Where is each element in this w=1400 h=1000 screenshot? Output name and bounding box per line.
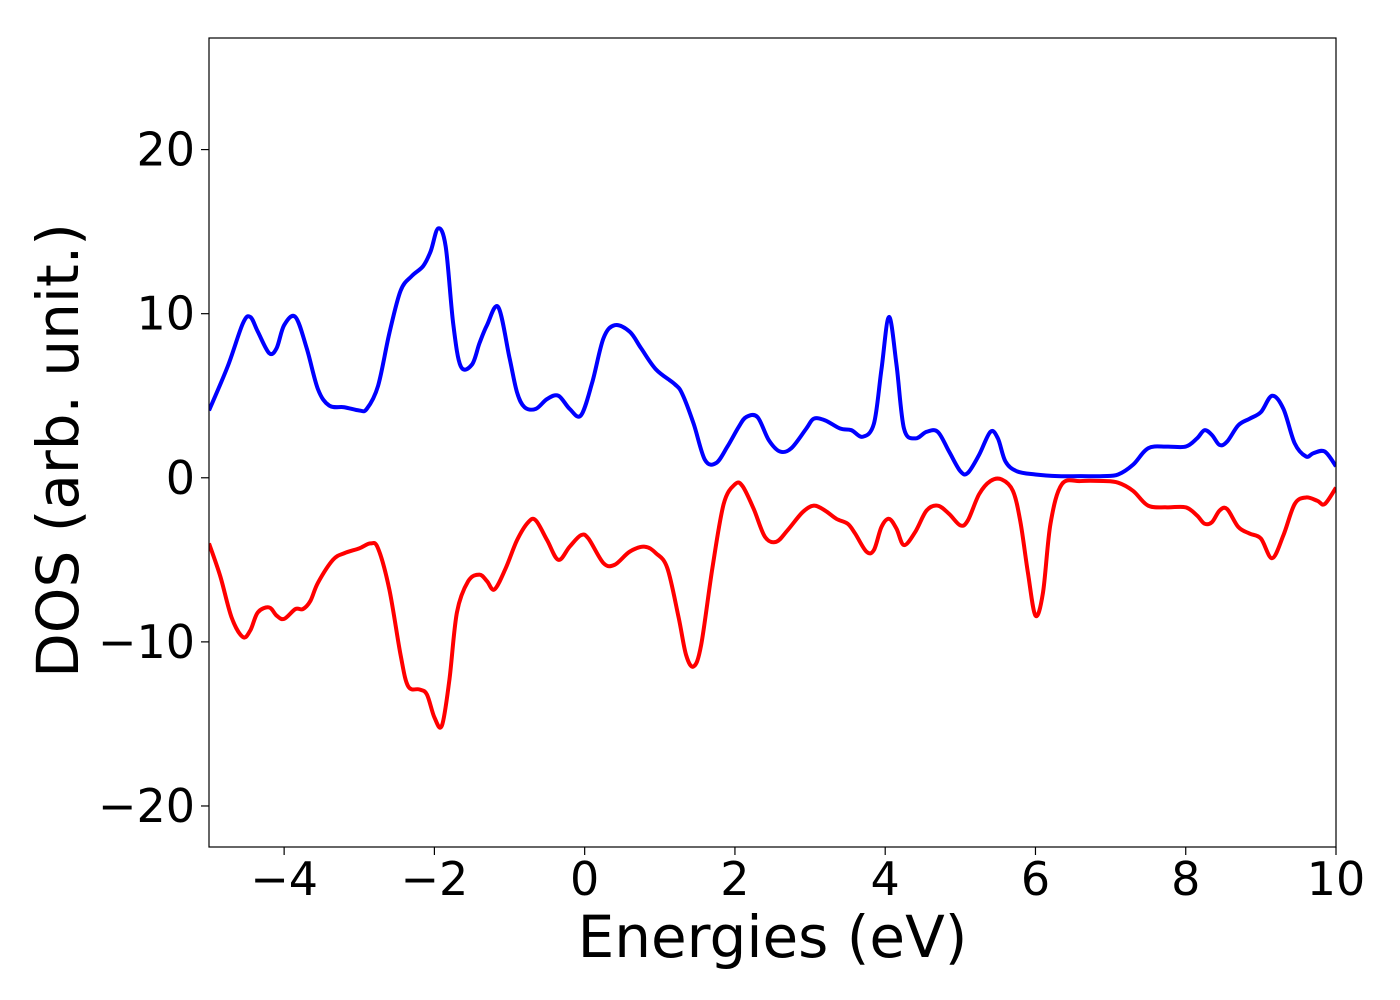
series-layer <box>209 226 1336 730</box>
y-tick-label: 20 <box>136 123 195 177</box>
x-tick-label: 6 <box>1021 852 1050 906</box>
y-ticks: −20 −10 0 10 20 <box>98 123 209 833</box>
x-tick-label: 8 <box>1171 852 1200 906</box>
y-tick-label: 0 <box>166 451 195 505</box>
x-axis-label: Energies (eV) <box>578 903 968 971</box>
x-tick-label: 0 <box>570 852 599 906</box>
y-axis-label: DOS (arb. unit.) <box>24 223 92 678</box>
x-tick-label: 10 <box>1307 852 1366 906</box>
x-ticks: −4 −2 0 2 4 6 8 10 <box>250 847 1365 906</box>
y-tick-label: −20 <box>98 779 195 833</box>
y-tick-label: 10 <box>136 287 195 341</box>
x-tick-label: 4 <box>871 852 900 906</box>
x-tick-label: 2 <box>720 852 749 906</box>
x-tick-label: −4 <box>250 852 318 906</box>
y-tick-label: −10 <box>98 615 195 669</box>
x-tick-label: −2 <box>400 852 468 906</box>
series-line-red <box>209 476 1336 730</box>
series-line-blue <box>209 226 1336 479</box>
plot-frame <box>208 37 1337 848</box>
